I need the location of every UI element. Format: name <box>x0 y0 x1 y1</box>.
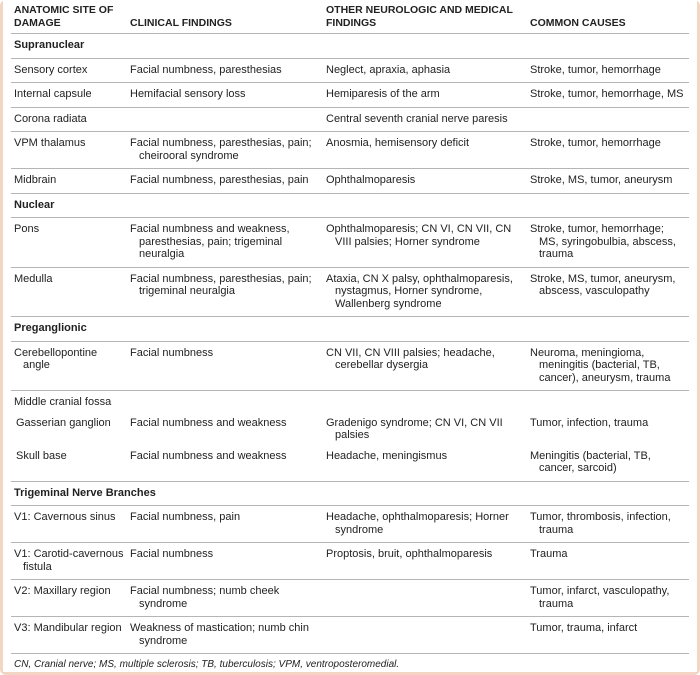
table-cell <box>127 390 323 415</box>
table-cell: Hemifacial sensory loss <box>127 82 323 107</box>
table-cell: Stroke, MS, tumor, aneurysm, abscess, va… <box>527 266 689 317</box>
section-row: Supranuclear <box>11 33 689 58</box>
table-cell: Facial numbness <box>127 340 323 391</box>
table-cell: Meningitis (bacterial, TB, cancer, sarco… <box>530 449 651 475</box>
section-row: Trigeminal Nerve Branches <box>11 480 689 506</box>
table-cell: Facial numbness, paresthesias, pain; tri… <box>127 266 323 317</box>
table-row: Corona radiata Central seventh cranial ne… <box>11 106 689 132</box>
table-cell: V3: Mandibular region <box>11 616 127 653</box>
table-cell: Facial numbness and weakness <box>130 449 287 462</box>
table-cell: Headache, ophthalmoparesis; Horner syndr… <box>323 505 527 543</box>
table-cell: Facial numbness and weakness <box>130 416 287 429</box>
table-panel: ANATOMIC SITE OF DAMAGE CLINICAL FINDINGS… <box>3 0 697 672</box>
table-row: V2: Maxillary region Facial numbness; num… <box>11 579 689 617</box>
table-cell <box>527 390 689 415</box>
table-cell: Corona radiata <box>11 106 127 132</box>
table-cell: Stroke, tumor, hemorrhage; MS, syringobu… <box>527 217 689 267</box>
table-cell: Neglect, apraxia, aphasia <box>323 57 527 83</box>
table-cell <box>323 579 527 617</box>
table-row: Cerebellopontine angle Facial numbness CN … <box>11 340 689 391</box>
table-cell: V2: Maxillary region <box>11 579 127 617</box>
table-row: Sensory cortex Facial numbness, paresthes… <box>11 57 689 83</box>
table-cell: Weakness of mastication; numb chin syndr… <box>127 616 323 653</box>
table-cell: Hemiparesis of the arm <box>323 82 527 107</box>
table-cell: Midbrain <box>11 168 127 193</box>
table-cell: Anosmia, hemisensory deficit <box>323 131 527 169</box>
table-cell: V1: Carotid-cavernous fistula <box>11 542 127 580</box>
table-row: V1: Carotid-cavernous fistula Facial numb… <box>11 542 689 580</box>
table-cell: Facial numbness, paresthesias <box>127 57 323 83</box>
table-cell: Pons <box>11 217 127 267</box>
section-title: Nuclear <box>11 192 689 218</box>
table-cell <box>127 106 323 132</box>
table-cell: Facial numbness; numb cheek syndrome <box>127 579 323 617</box>
table-cell: Central seventh cranial nerve paresis <box>323 106 527 132</box>
table-row: Medulla Facial numbness, paresthesias, pa… <box>11 266 689 317</box>
table-cell: Stroke, MS, tumor, aneurysm <box>527 168 689 193</box>
section-row: Preganglionic <box>11 316 689 341</box>
table-row: Midbrain Facial numbness, paresthesias, p… <box>11 168 689 193</box>
header-row: ANATOMIC SITE OF DAMAGE CLINICAL FINDINGS… <box>11 0 689 34</box>
table-row: Gasserian ganglion Facial numbness and we… <box>11 415 689 448</box>
table-cell: Facial numbness, paresthesias, pain; che… <box>127 131 323 169</box>
table-cell: Cerebellopontine angle <box>11 340 127 391</box>
table-cell: Ophthalmoparesis <box>323 168 527 193</box>
table-row: VPM thalamus Facial numbness, paresthesia… <box>11 131 689 169</box>
table-cell: Gradenigo syndrome; CN VI, CN VII palsie… <box>326 416 503 442</box>
section-title: Trigeminal Nerve Branches <box>11 480 689 506</box>
table-body: Supranuclear Sensory cortex Facial numbnes… <box>11 33 689 653</box>
table-cell: Facial numbness and weakness, paresthesi… <box>127 217 323 267</box>
table-cell: Proptosis, bruit, ophthalmoparesis <box>323 542 527 580</box>
table-cell <box>527 106 689 132</box>
section-title: Preganglionic <box>11 316 689 341</box>
table-cell: Tumor, infection, trauma <box>530 416 649 429</box>
table-row: Internal capsule Hemifacial sensory loss H… <box>11 82 689 107</box>
table-cell: Ataxia, CN X palsy, ophthalmoparesis, ny… <box>323 266 527 317</box>
table-cell: Tumor, thrombosis, infection, trauma <box>527 505 689 543</box>
table-cell: Sensory cortex <box>11 57 127 83</box>
column-header: CLINICAL FINDINGS <box>130 16 232 29</box>
table-cell: Stroke, tumor, hemorrhage <box>527 131 689 169</box>
table-cell: Stroke, tumor, hemorrhage, MS <box>527 82 689 107</box>
column-header: ANATOMIC SITE OF DAMAGE <box>14 4 114 29</box>
section-title: Supranuclear <box>11 33 689 58</box>
table-row: Middle cranial fossa <box>11 390 689 415</box>
table-cell: V1: Cavernous sinus <box>11 505 127 543</box>
table-cell: Facial numbness <box>127 542 323 580</box>
table-cell: Skull base <box>16 449 67 462</box>
table-cell: Trauma <box>527 542 689 580</box>
table-cell: CN VII, CN VIII palsies; headache, cereb… <box>323 340 527 391</box>
table-cell: Middle cranial fossa <box>11 390 127 415</box>
table-row: V1: Cavernous sinus Facial numbness, pain… <box>11 505 689 543</box>
table-header: ANATOMIC SITE OF DAMAGE CLINICAL FINDINGS… <box>11 0 689 34</box>
table: ANATOMIC SITE OF DAMAGE CLINICAL FINDINGS… <box>11 0 689 653</box>
footnote: CN, Cranial nerve; MS, multiple sclerosi… <box>11 653 689 675</box>
table-cell <box>323 616 527 653</box>
table-cell: Gasserian ganglion <box>16 416 111 429</box>
table-row: V3: Mandibular region Weakness of mastica… <box>11 616 689 653</box>
table-cell: Medulla <box>11 266 127 317</box>
table-cell: Headache, meningismus <box>326 449 448 462</box>
table-cell: Facial numbness, paresthesias, pain <box>127 168 323 193</box>
table-row: Skull base Facial numbness and weakness He… <box>11 448 689 482</box>
table-cell: Neuroma, meningioma, meningitis (bacteri… <box>527 340 689 391</box>
column-header: COMMON CAUSES <box>530 16 626 29</box>
table-cell <box>323 390 527 415</box>
table-cell: Internal capsule <box>11 82 127 107</box>
table-row: Pons Facial numbness and weakness, parest… <box>11 217 689 267</box>
section-row: Nuclear <box>11 192 689 218</box>
table-cell: Tumor, infarct, vasculopathy, trauma <box>527 579 689 617</box>
table-cell: Tumor, trauma, infarct <box>527 616 689 653</box>
table-cell: Ophthalmoparesis; CN VI, CN VII, CN VIII… <box>323 217 527 267</box>
column-header: OTHER NEUROLOGIC AND MEDICAL FINDINGS <box>326 4 513 29</box>
table-cell: Stroke, tumor, hemorrhage <box>527 57 689 83</box>
table-cell: VPM thalamus <box>11 131 127 169</box>
table-cell: Facial numbness, pain <box>127 505 323 543</box>
